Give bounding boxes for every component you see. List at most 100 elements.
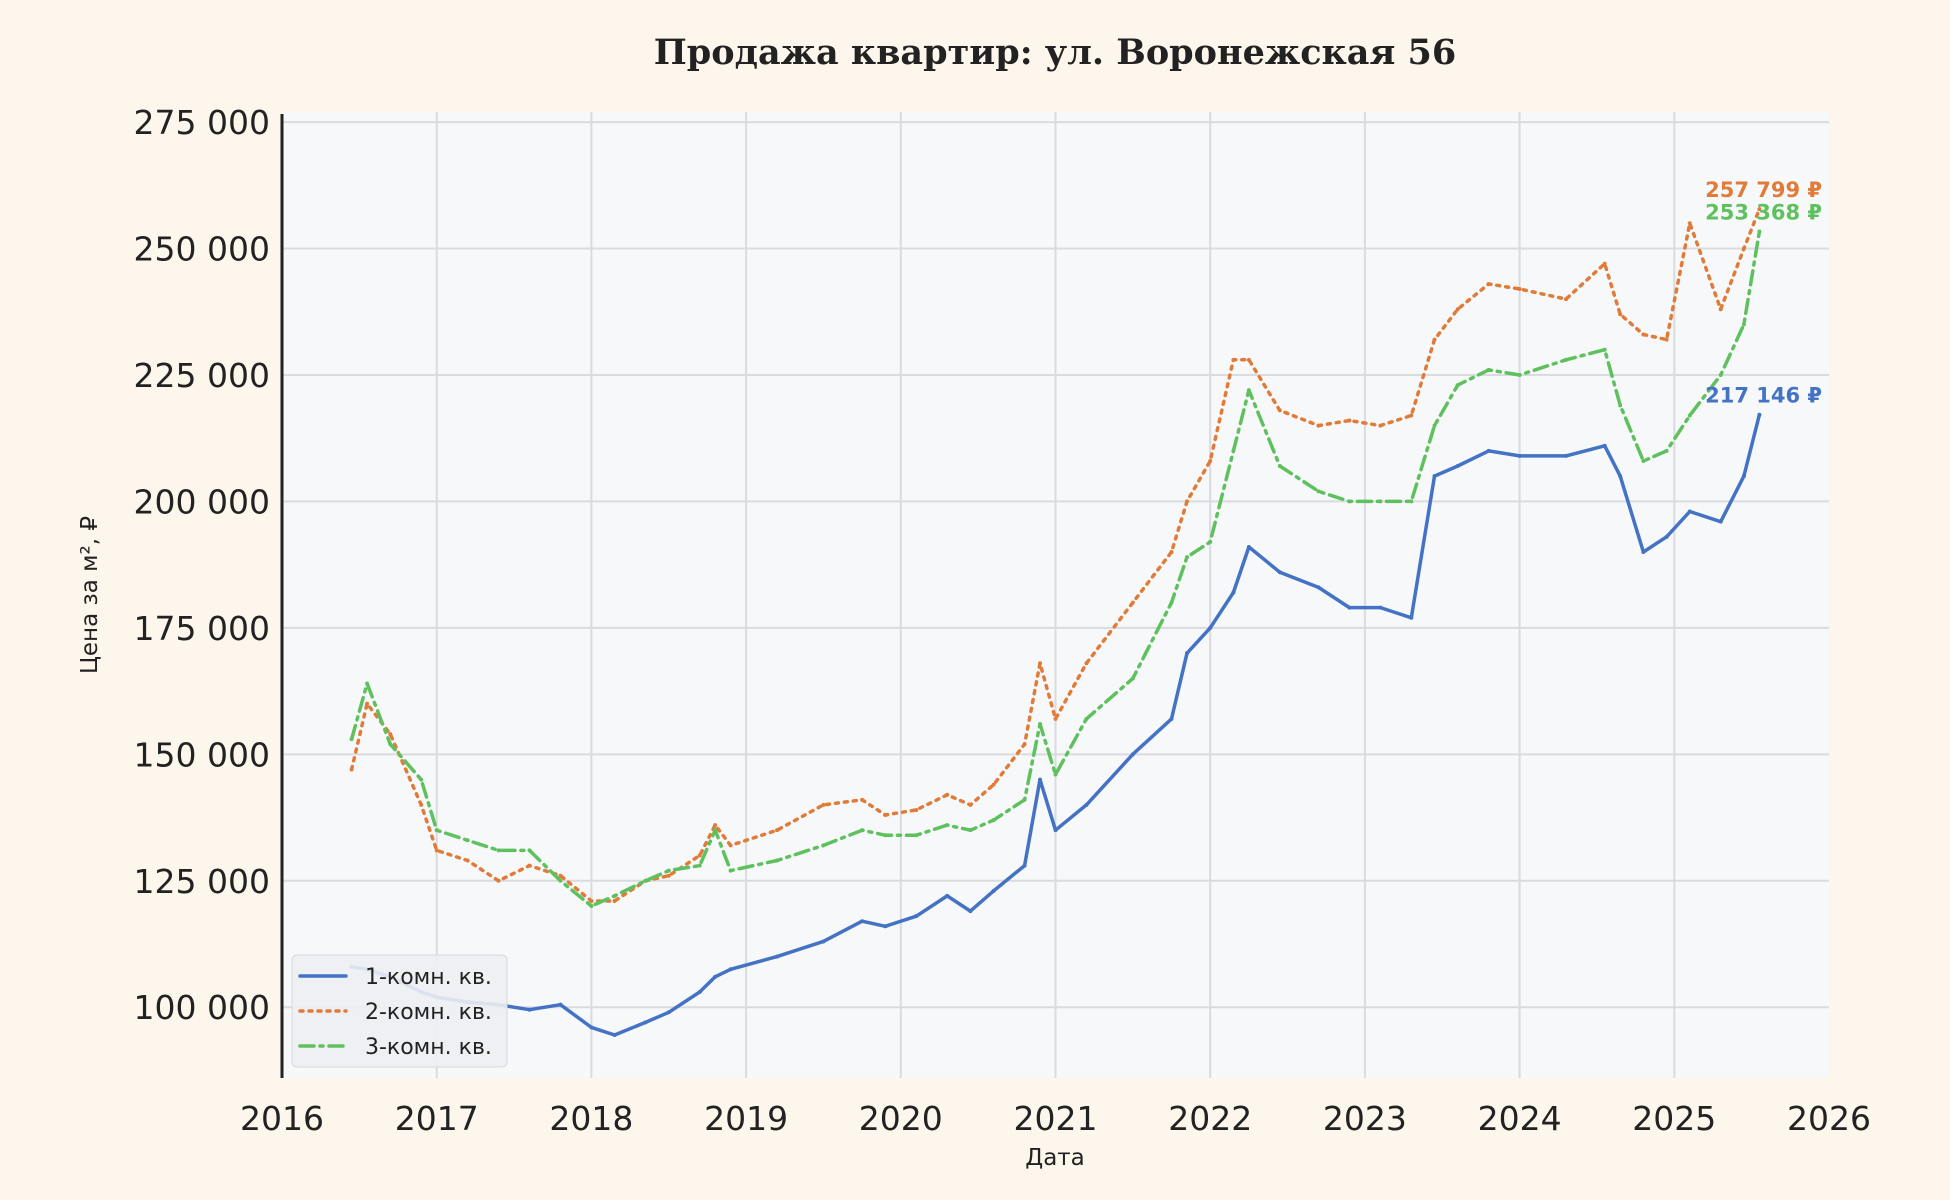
- data-point: [1022, 797, 1027, 802]
- data-point: [1618, 312, 1623, 317]
- x-axis-label: Дата: [1025, 1145, 1085, 1171]
- data-point: [643, 1020, 648, 1025]
- x-tick-label: 2026: [1787, 1099, 1871, 1138]
- data-point: [1378, 499, 1383, 504]
- data-point: [1022, 863, 1027, 868]
- data-point: [1718, 519, 1723, 524]
- data-point: [821, 843, 826, 848]
- data-point: [1718, 307, 1723, 312]
- series-line: [349, 412, 1762, 1037]
- data-point: [1564, 297, 1569, 302]
- y-tick-label: 225 000: [134, 356, 270, 395]
- data-point: [1757, 207, 1762, 212]
- data-point: [612, 1033, 617, 1038]
- data-point: [419, 802, 424, 807]
- data-point: [1618, 403, 1623, 408]
- x-tick-label: 2024: [1478, 1099, 1562, 1138]
- data-point: [1455, 307, 1460, 312]
- data-point: [558, 878, 563, 883]
- data-point: [1347, 418, 1352, 423]
- data-point: [434, 828, 439, 833]
- x-tick-label: 2025: [1632, 1099, 1716, 1138]
- x-tick-label: 2019: [704, 1099, 788, 1138]
- data-point: [558, 873, 563, 878]
- data-point: [1409, 499, 1414, 504]
- data-point: [1084, 661, 1089, 666]
- data-point: [1231, 590, 1236, 595]
- data-point: [1316, 489, 1321, 494]
- data-point: [388, 742, 393, 747]
- data-point: [1517, 287, 1522, 292]
- data-point: [1169, 550, 1174, 555]
- data-point: [496, 848, 501, 853]
- y-axis-ticks: 100 000 125 000 150 000 175 000 200 000 225 0…: [134, 103, 270, 1027]
- data-point: [527, 1007, 532, 1012]
- series-lines: [349, 207, 1762, 1038]
- data-point: [1277, 464, 1282, 469]
- data-point: [968, 802, 973, 807]
- x-tick-label: 2021: [1014, 1099, 1098, 1138]
- data-point: [1277, 570, 1282, 575]
- data-point: [1053, 828, 1058, 833]
- data-point: [775, 954, 780, 959]
- chart-title: Продажа квартир: ул. Воронежская 56: [654, 32, 1457, 73]
- data-point: [1184, 651, 1189, 656]
- data-point: [1664, 337, 1669, 342]
- data-point: [697, 863, 702, 868]
- data-point: [883, 924, 888, 929]
- data-point: [1130, 676, 1135, 681]
- data-point: [1378, 423, 1383, 428]
- data-point: [1602, 443, 1607, 448]
- data-point: [883, 833, 888, 838]
- y-tick-label: 200 000: [134, 482, 270, 521]
- data-point: [1664, 448, 1669, 453]
- end-value-label: 253 368 ₽: [1705, 201, 1822, 225]
- data-point: [713, 974, 718, 979]
- y-tick-label: 125 000: [134, 862, 270, 901]
- data-point: [1378, 605, 1383, 610]
- data-point: [1432, 337, 1437, 342]
- x-tick-label: 2020: [859, 1099, 943, 1138]
- x-tick-label: 2023: [1323, 1099, 1407, 1138]
- data-point: [1641, 332, 1646, 337]
- data-point: [1687, 221, 1692, 226]
- data-point: [1316, 585, 1321, 590]
- legend-label: 1-комн. кв.: [365, 965, 492, 990]
- data-point: [1038, 661, 1043, 666]
- data-point: [1184, 555, 1189, 560]
- data-point: [883, 813, 888, 818]
- data-point: [349, 767, 354, 772]
- data-point: [775, 828, 780, 833]
- data-point: [1564, 357, 1569, 362]
- data-point: [465, 858, 470, 863]
- y-axis-label: Цена за м², ₽: [77, 516, 103, 674]
- data-point: [1664, 534, 1669, 539]
- data-point: [1246, 544, 1251, 549]
- data-point: [1053, 772, 1058, 777]
- data-point: [589, 904, 594, 909]
- data-point: [1208, 539, 1213, 544]
- data-point: [1602, 261, 1607, 266]
- data-point: [1409, 413, 1414, 418]
- data-point: [1347, 605, 1352, 610]
- data-point: [1208, 458, 1213, 463]
- end-value-label: 257 799 ₽: [1705, 178, 1822, 202]
- data-point: [1741, 474, 1746, 479]
- data-point: [968, 828, 973, 833]
- data-point: [860, 797, 865, 802]
- data-point: [1130, 600, 1135, 605]
- data-point: [1130, 752, 1135, 757]
- data-point: [968, 909, 973, 914]
- data-point: [1432, 423, 1437, 428]
- data-point: [612, 898, 617, 903]
- data-point: [1517, 453, 1522, 458]
- data-point: [1246, 388, 1251, 393]
- data-point: [558, 1002, 563, 1007]
- data-point: [496, 878, 501, 883]
- data-point: [1486, 367, 1491, 372]
- data-point: [1741, 322, 1746, 327]
- data-point: [1432, 474, 1437, 479]
- data-point: [991, 818, 996, 823]
- series-line: [349, 229, 1762, 908]
